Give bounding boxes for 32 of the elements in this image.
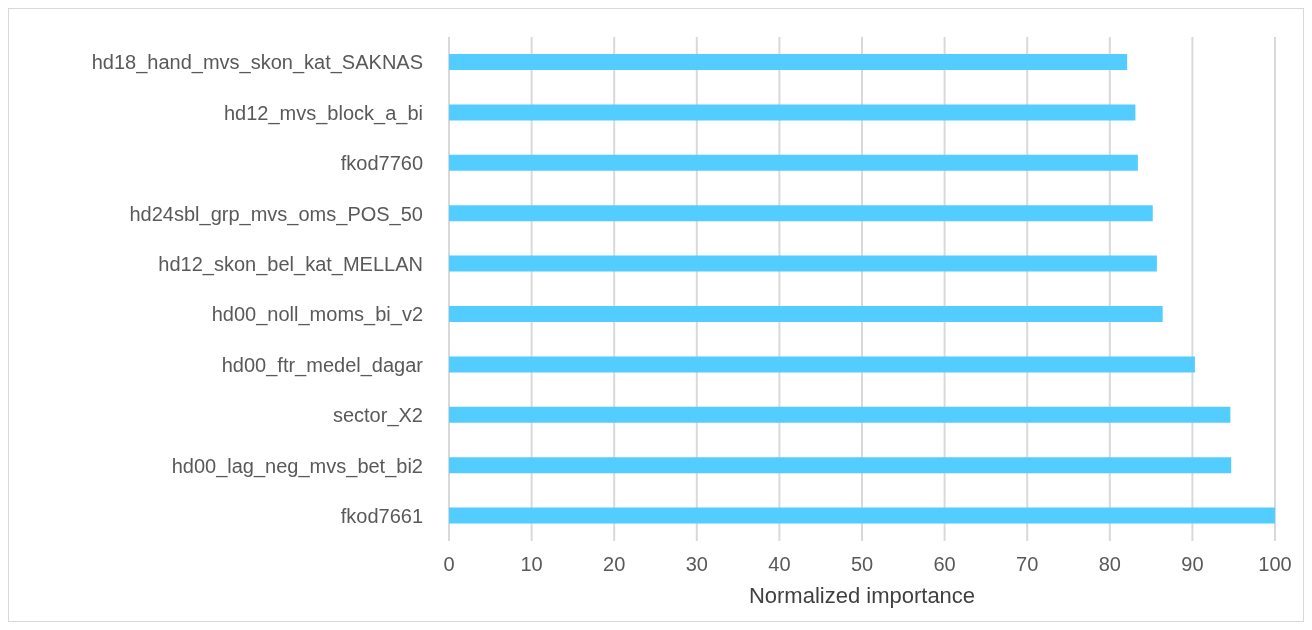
- bar: [449, 154, 1138, 171]
- bar: [449, 457, 1232, 474]
- bar: [449, 507, 1275, 524]
- x-tick-label: 0: [443, 553, 455, 576]
- x-tick-label: 30: [685, 553, 708, 576]
- x-tick-label: 70: [1016, 553, 1039, 576]
- x-tick-label: 20: [603, 553, 626, 576]
- bar: [449, 306, 1163, 322]
- x-tick-label: 90: [1181, 553, 1204, 576]
- bar: [449, 406, 1231, 423]
- bar: [449, 356, 1195, 373]
- y-tick-label: hd24sbl_grp_mvs_oms_POS_50: [129, 202, 423, 226]
- x-tick-label: 10: [520, 553, 543, 576]
- y-tick-label: hd00_noll_moms_bi_v2: [211, 303, 423, 327]
- x-tick-label: 50: [850, 553, 874, 576]
- y-tick-label: hd12_skon_bel_kat_MELLAN: [158, 252, 423, 276]
- bar: [449, 255, 1157, 272]
- x-tick-label: 40: [768, 553, 791, 576]
- y-tick-label: hd18_hand_mvs_skon_kat_SAKNAS: [91, 51, 423, 75]
- y-tick-label: sector_X2: [332, 404, 423, 428]
- y-tick-label: hd12_mvs_block_a_bi: [223, 101, 423, 125]
- y-tick-label: hd00_lag_neg_mvs_bet_bi2: [171, 454, 423, 478]
- x-axis-title: Normalized importance: [748, 583, 976, 608]
- x-tick-label: 100: [1258, 553, 1292, 576]
- bar: [449, 104, 1136, 121]
- x-tick-label: 60: [933, 553, 956, 576]
- x-tick-label: 80: [1098, 553, 1121, 576]
- bar: [449, 54, 1128, 70]
- bar: [449, 205, 1153, 222]
- y-tick-label: hd00_ftr_medel_dagar: [221, 353, 424, 377]
- y-tick-label: fkod7760: [340, 152, 423, 175]
- y-tick-label: fkod7661: [340, 504, 423, 527]
